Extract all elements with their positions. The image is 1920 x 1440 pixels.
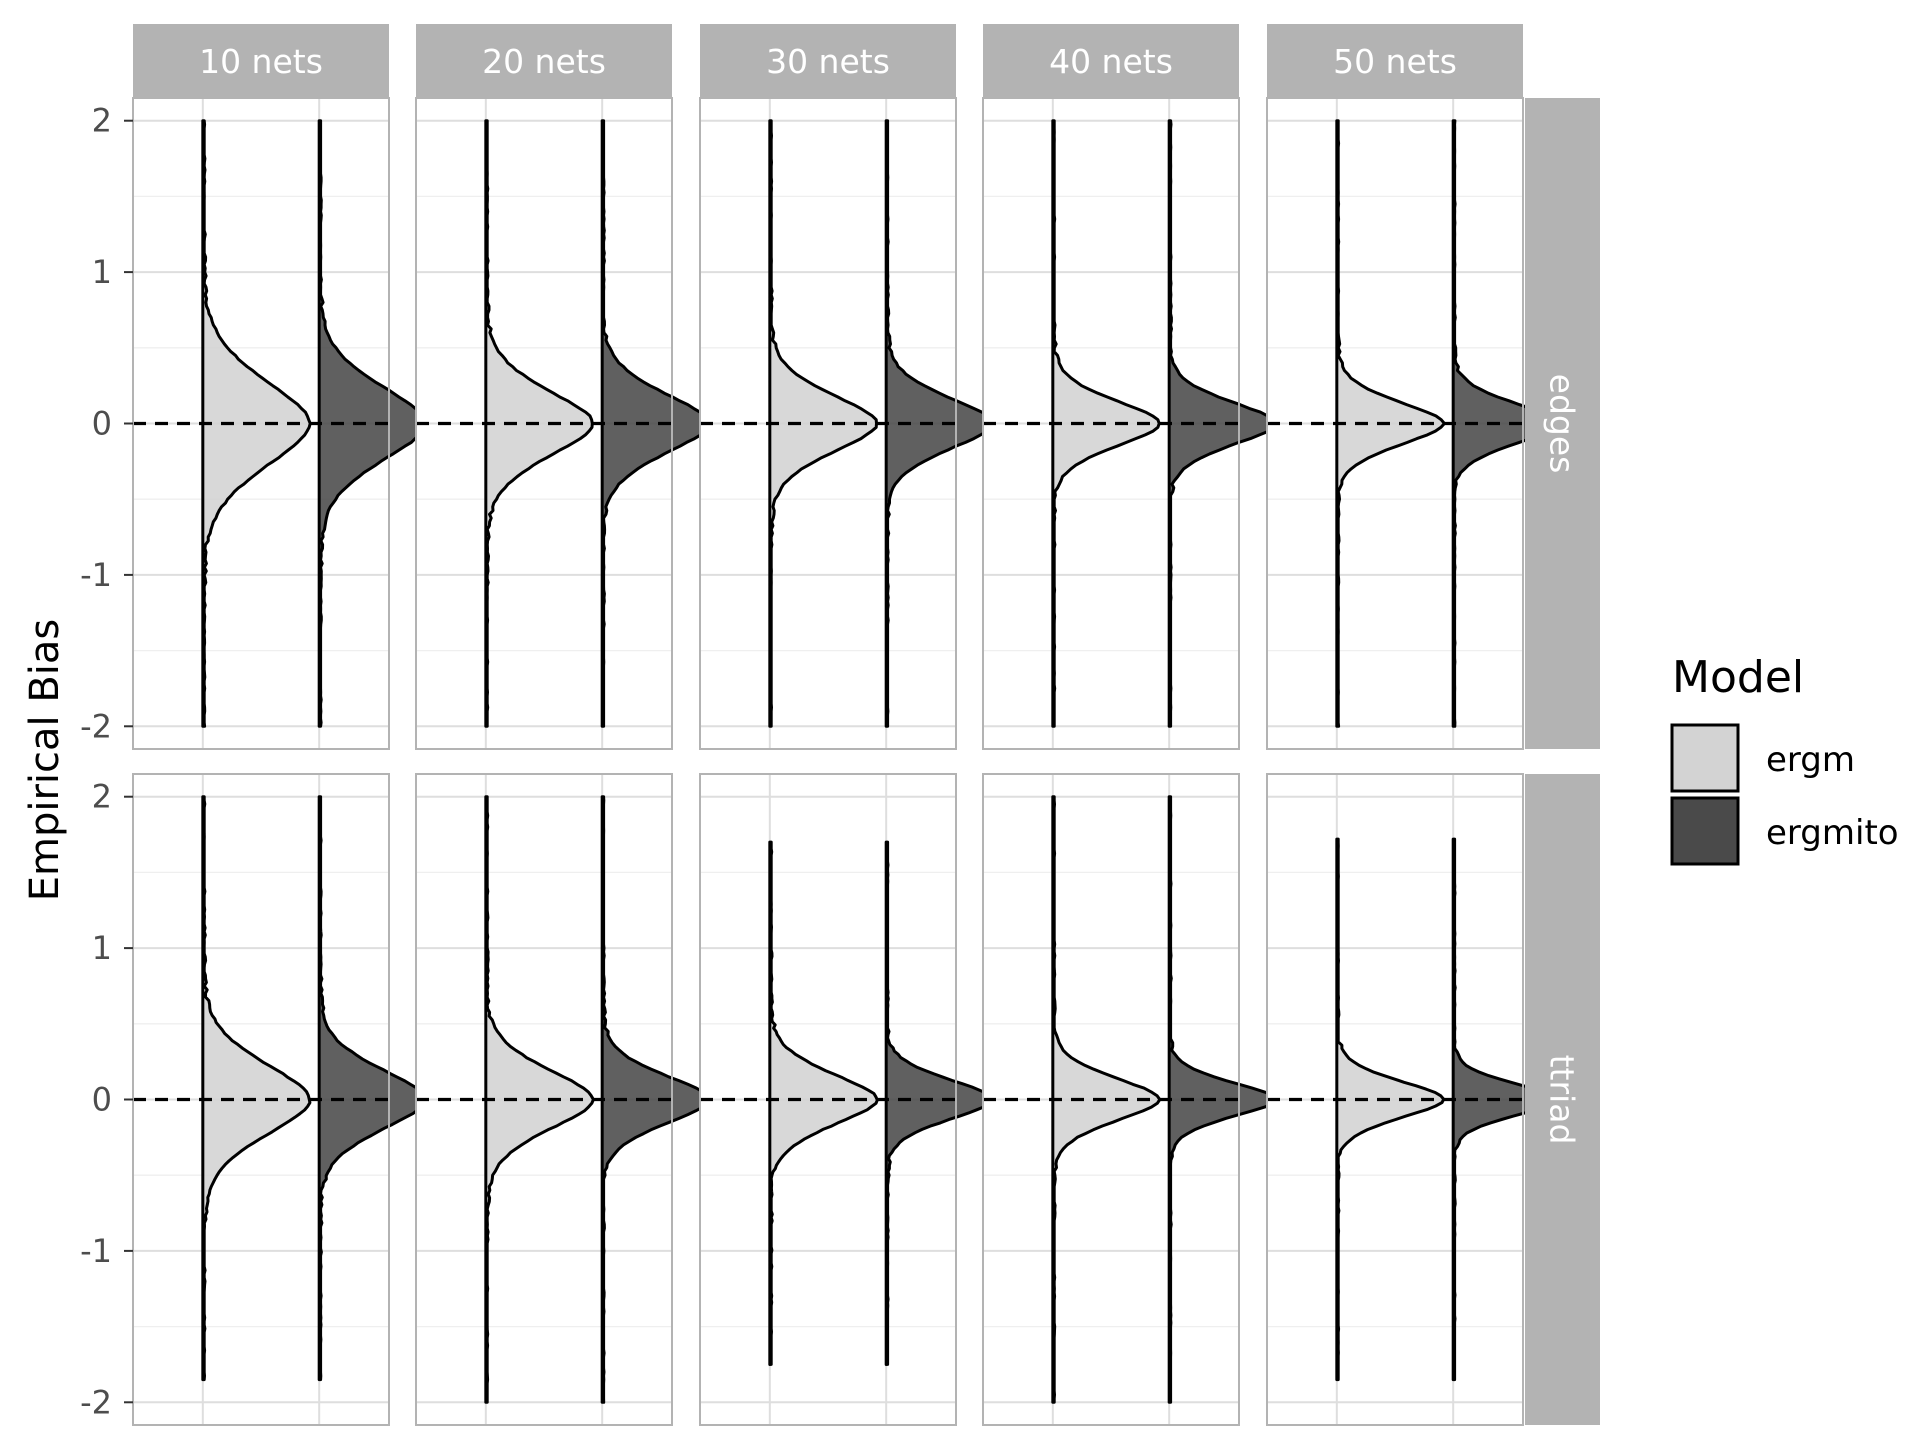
y-tick-label: 2 [92,102,112,140]
y-tick-label: -1 [80,556,112,594]
legend-label-ergmito: ergmito [1766,813,1899,853]
panel-ttriad-40-nets [982,773,1278,1426]
y-tick-label: -1 [80,1232,112,1270]
panel-ttriad-20-nets [415,773,712,1426]
panel-border [982,773,1240,1426]
violin-ergm [1051,119,1161,728]
row-strip-label: ttriad [1543,1055,1582,1145]
y-tick-label: 0 [92,1081,112,1119]
violin-ergm [1051,795,1162,1404]
y-tick-label: -2 [80,1383,112,1421]
panel-edges-30-nets [699,97,995,750]
col-strip-20-nets [416,24,672,98]
y-tick-label: 0 [92,405,112,443]
col-strip-label: 10 nets [199,42,323,81]
row-strip-label: edges [1543,374,1582,474]
panel-ttriad-30-nets [699,773,996,1426]
panel-border [415,773,673,1426]
y-axis: 2 1 0 -1 -2 2 1 0 -1 -2 [80,102,133,1421]
legend-label-ergm: ergm [1766,740,1855,780]
legend-title: Model [1672,652,1804,703]
col-strip-30-nets [700,24,956,98]
col-strip-label: 30 nets [766,42,890,81]
violin-ergm [1335,119,1446,728]
legend: Model ergm ergmito [1670,652,1899,866]
violin-ergm [201,795,312,1382]
legend-swatch-ergm [1670,723,1740,793]
strips-layer: edges 10 nets 20 nets 30 nets 40 nets 50 nets… [133,24,1600,1425]
panel-edges-50-nets [1266,97,1562,750]
violin-ergm [201,119,312,728]
col-strip-50-nets [1267,24,1523,98]
panel-edges-40-nets [982,97,1279,750]
panel-edges-20-nets [415,97,712,750]
panel-ttriad-50-nets [1266,773,1562,1426]
violin-ergm [768,840,879,1366]
violin-ergm [768,119,878,728]
panel-border [1266,773,1524,1426]
panel-border [699,773,957,1426]
panel-ttriad-10-nets [132,773,429,1426]
y-tick-label: -2 [80,707,112,745]
legend-items: ergm ergmito [1670,723,1899,866]
violin-ergm [1335,837,1446,1382]
row-strip-edges [1525,98,1600,749]
row-strip-ttriad [1525,774,1600,1425]
y-tick-label: 1 [92,253,112,291]
violin-ergm [484,119,594,728]
violin-ergm [484,795,595,1404]
col-strip-label: 50 nets [1333,42,1457,81]
panel-edges-10-nets [132,97,429,750]
col-strip-40-nets [983,24,1239,98]
y-tick-label: 1 [92,929,112,967]
col-strip-label: 40 nets [1049,42,1173,81]
col-strip-label: 20 nets [482,42,606,81]
y-tick-label: 2 [92,778,112,816]
y-axis-title: Empirical Bias [22,619,68,902]
legend-swatch-ergmito [1670,796,1740,866]
panels-layer [132,97,1562,1426]
col-strip-10-nets [133,24,389,98]
